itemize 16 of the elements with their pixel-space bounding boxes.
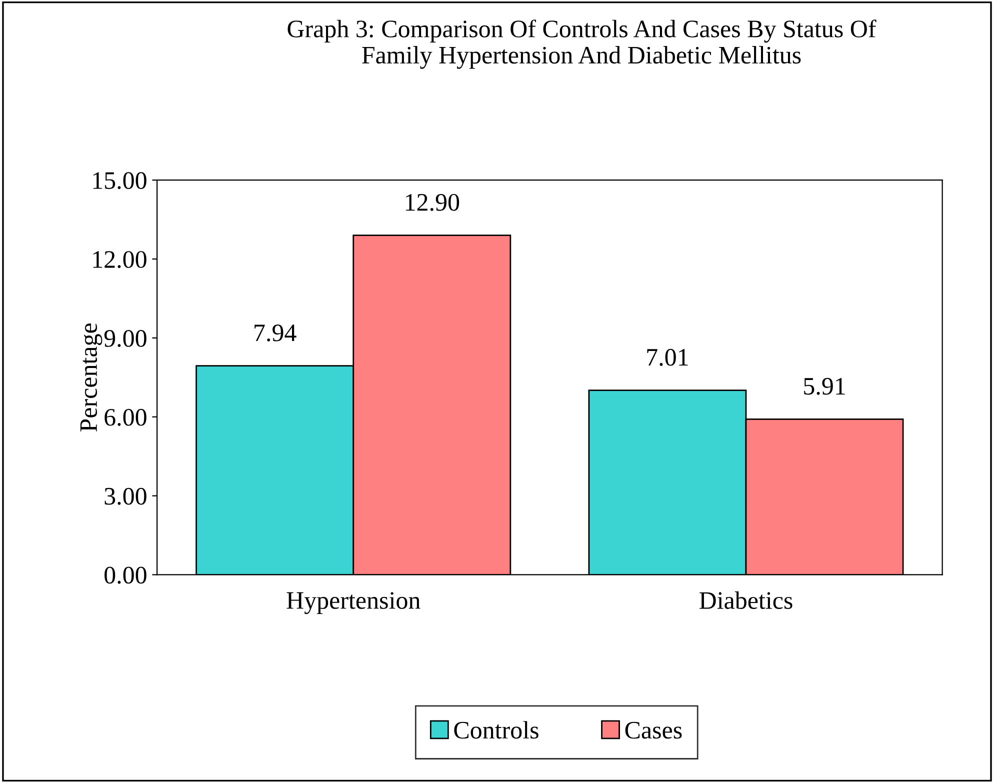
y-axis-title: Percentage xyxy=(80,323,102,432)
chart-title: Graph 3: Comparison Of Controls And Cases By Status Of Family Hypertension And Diabetic Mellitus xyxy=(288,20,876,69)
y-tick-label: 15.00 xyxy=(93,172,146,190)
y-tick-label: 9.00 xyxy=(104,330,146,347)
x-tick-label: Hypertension xyxy=(286,592,420,614)
data-label: 7.01 xyxy=(647,348,688,366)
legend-label: Cases xyxy=(625,722,682,739)
data-label: 7.94 xyxy=(254,324,296,342)
legend-label: Controls xyxy=(454,721,538,739)
y-tick-label: 12.00 xyxy=(93,251,146,268)
data-label: 12.90 xyxy=(406,194,460,211)
y-tick-label: 6.00 xyxy=(104,408,146,426)
x-tick-label: Diabetics xyxy=(700,591,792,609)
data-label: 5.91 xyxy=(804,378,845,395)
y-tick-label: 3.00 xyxy=(104,488,146,505)
y-tick-label: 0.00 xyxy=(104,566,146,584)
